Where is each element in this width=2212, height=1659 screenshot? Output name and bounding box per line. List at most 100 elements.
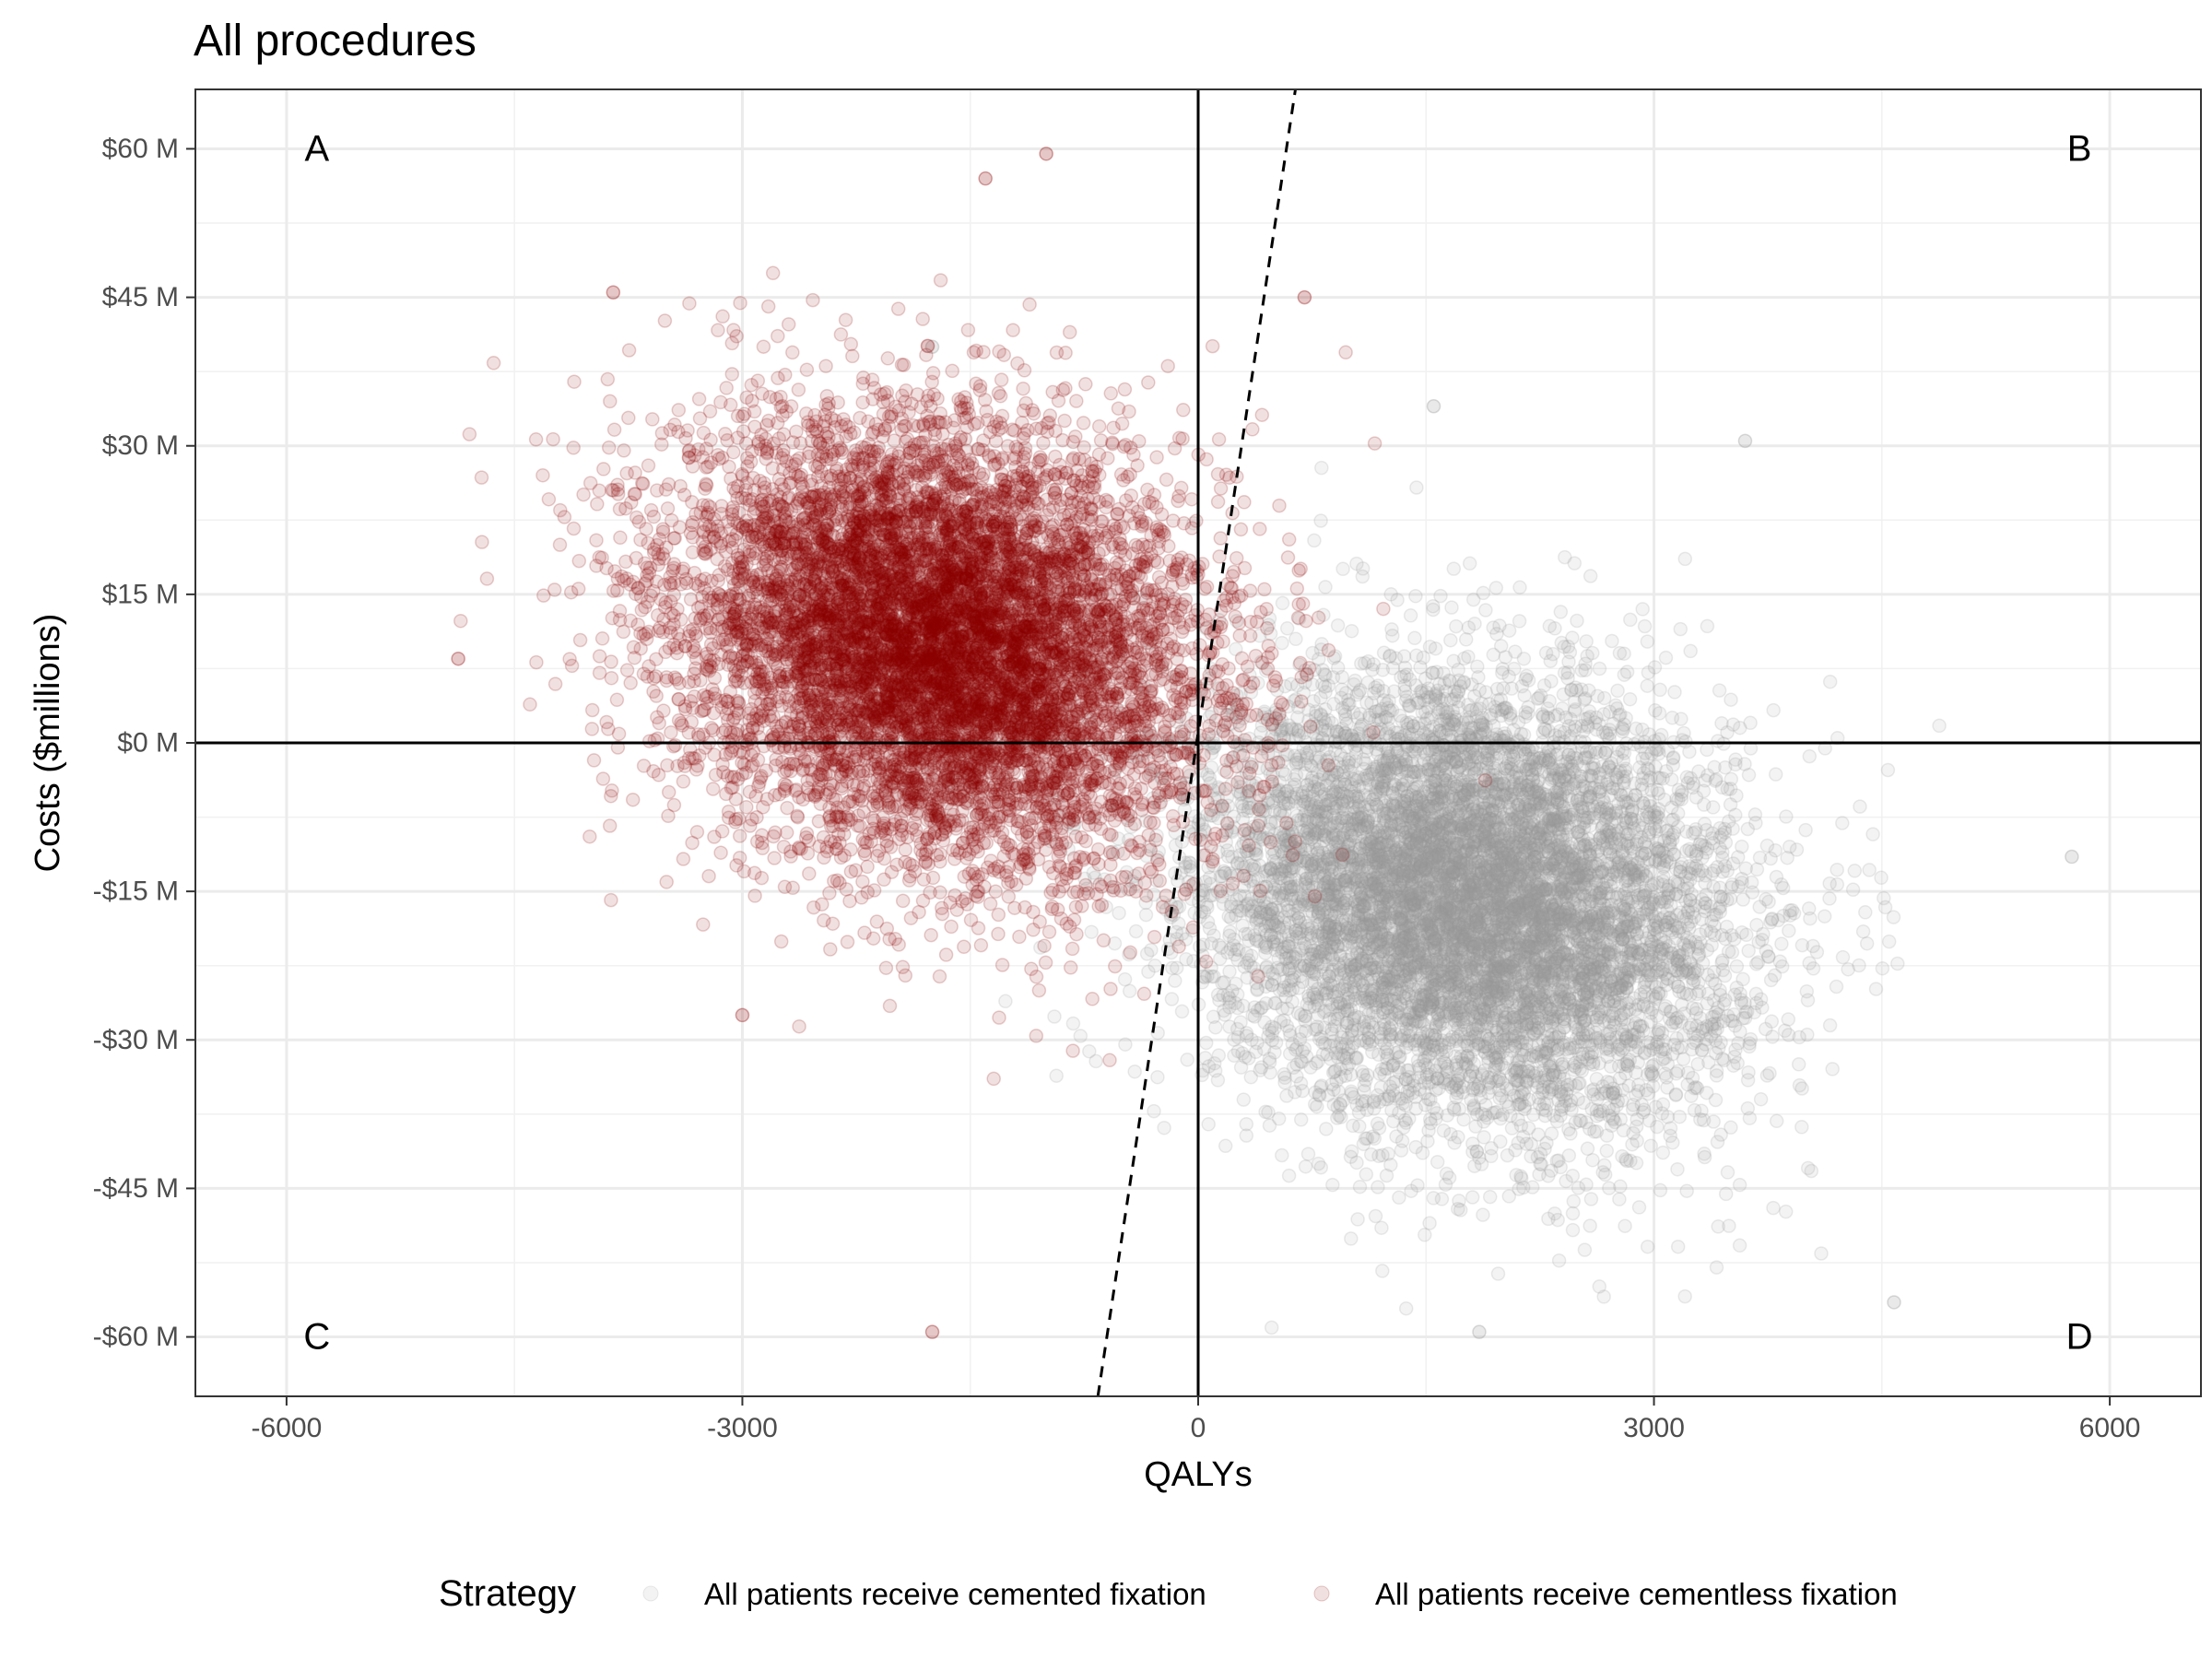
cemented-point [1631,1200,1647,1215]
cemented-point [1845,882,1861,898]
cemented-point [1760,948,1776,964]
cemented-point [1174,1004,1190,1019]
cemented-point [1492,618,1507,633]
cemented-point [1636,997,1651,1012]
cemented-point [1794,1081,1809,1096]
cemented-point [1298,1159,1313,1174]
cemented-point [1486,647,1501,663]
cemented-point [1482,1189,1498,1205]
cemented-point [1504,762,1520,777]
cemented-point [1677,551,1693,567]
cemented-point [1566,1194,1582,1209]
cemented-point [1456,1034,1472,1049]
cemented-point [1407,630,1422,646]
cemented-point [1803,911,1818,926]
cemented-point [1500,1081,1514,1096]
cemented-point [1677,1288,1692,1304]
cemented-point [1740,821,1756,837]
cemented-point [1139,947,1155,961]
cemented-point [1398,844,1413,859]
cemented-point [1747,807,1763,822]
cemented-point [1670,1239,1686,1254]
cemented-point [1533,911,1548,925]
cemented-point [1565,1168,1581,1183]
cemented-point [1705,800,1721,815]
cemented-point [1443,1126,1458,1142]
cemented-point [1258,1104,1273,1120]
cemented-point [1800,1027,1815,1042]
cemented-point [1841,961,1855,977]
cemented-point [1457,749,1472,765]
cemented-point [1544,791,1559,806]
cemented-point [1640,678,1655,693]
cemented-point [1283,818,1299,832]
cemented-point [1398,1300,1414,1316]
cemented-point [1370,1116,1385,1131]
cemented-point [1150,1069,1165,1085]
cemented-point [1577,1242,1593,1257]
cemented-point [1218,865,1233,880]
cemented-point [1585,957,1600,972]
cemented-point [1554,774,1570,789]
cemented-point [1886,910,1901,924]
cemented-point [1308,861,1323,877]
cemented-point [1592,661,1607,677]
cemented-point [1478,971,1493,985]
cemented-point [1117,971,1133,987]
cemented-point [1359,1167,1374,1182]
cemented-point [1443,632,1458,648]
cemented-point [1637,618,1653,634]
cemented-point [1425,978,1441,994]
cemented-point [1706,1114,1721,1129]
cemented-point [1605,633,1619,649]
cemented-point [1490,1266,1506,1281]
cemented-point [1436,954,1451,969]
cemented-point [1344,623,1359,639]
cemented-point [1376,1014,1392,1030]
cemented-point [1855,924,1871,939]
cemented-point [1531,898,1546,912]
cemented-point [1164,992,1180,1006]
cemented-point [1512,614,1527,629]
cemented-point [1330,618,1346,633]
cemented-point [1658,650,1674,665]
cemented-point [1476,1207,1490,1222]
cemented-point [1571,950,1585,966]
cemented-point [1436,794,1452,809]
cemented-point [1127,1064,1142,1079]
cemented-point [1753,992,1769,1006]
cemented-point [1759,891,1773,907]
cemented-point [1853,799,1867,814]
cemented-point [1281,1168,1297,1183]
cemented-point [1388,798,1403,814]
cemented-point [1534,974,1548,990]
cemented-point [1572,877,1588,892]
cemented-point [1448,841,1464,855]
cemented-point [1634,777,1649,792]
cemented-point [1511,1073,1526,1088]
cemented-point [1406,1008,1422,1024]
cemented-point [1583,1218,1597,1233]
cemented-point [1712,683,1727,698]
cemented-point [1264,1320,1279,1335]
cemented-point [1239,1116,1254,1132]
cemented-point [1351,1010,1367,1025]
cemented-point [1300,1147,1316,1161]
cemented-point [1602,897,1617,912]
cemented-point [1504,806,1519,821]
cemented-point [1387,924,1402,940]
cemented-point [1610,683,1625,699]
cemented-point [1782,924,1796,938]
cemented-point [1739,927,1754,943]
cemented-point [1233,1060,1249,1075]
cemented-point [1599,1143,1615,1159]
cemented-point [1697,900,1712,915]
cemented-point [1300,820,1315,836]
cemented-point [1366,979,1381,994]
cemented-point [1128,924,1144,939]
cemented-point [1390,593,1405,607]
cemented-point [1417,930,1431,945]
cemented-point [1546,646,1560,662]
cemented-point [998,994,1013,1009]
